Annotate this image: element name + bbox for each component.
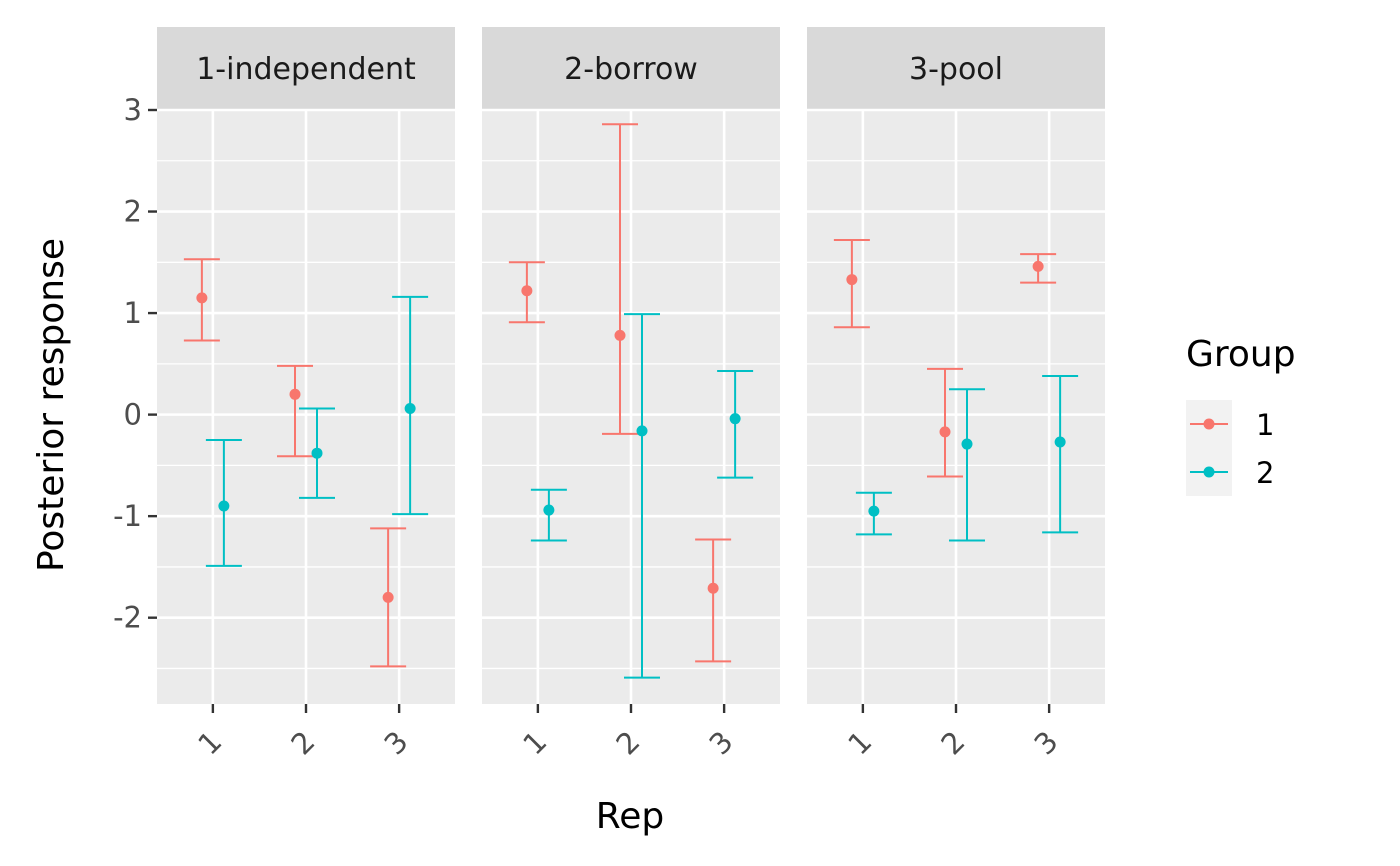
data-point [521,285,533,297]
facet-strip-label: 2-borrow [564,52,698,87]
facet-strip-label: 3-pool [909,52,1003,87]
data-point [636,425,648,437]
data-point [868,505,880,517]
data-point [707,582,719,594]
facet-strip-label: 1-independent [196,52,416,87]
facet-strip [157,27,455,109]
facet-strip [807,27,1105,109]
y-tick-label: 0 [124,398,142,432]
legend-key-point [1203,466,1215,478]
data-point [939,426,951,438]
data-point [614,329,626,341]
data-point [961,438,973,450]
legend-label: 1 [1256,408,1274,442]
facet-strip [482,27,780,109]
data-point [1032,260,1044,272]
data-point [543,504,555,516]
y-tick-label: 3 [124,93,142,127]
legend-key-point [1203,418,1215,430]
y-tick-label: 1 [124,296,142,330]
data-point [729,413,741,425]
data-point [218,500,230,512]
data-point [289,388,301,400]
data-point [196,292,208,304]
data-point [311,447,323,459]
data-point [846,274,858,286]
legend: Group 1 2 [1186,334,1296,496]
data-point [1054,436,1066,448]
y-tick-label: 2 [124,195,142,229]
y-axis-title: Posterior response [31,238,72,572]
legend-title: Group [1186,334,1296,375]
data-point [382,591,394,603]
y-axis: 3 2 1 0 -1 -2 [113,93,157,635]
y-tick-label: -2 [113,601,142,635]
data-point [404,403,416,415]
y-tick-label: -1 [113,499,142,533]
x-axis-title: Rep [596,796,664,837]
legend-label: 2 [1256,456,1274,490]
